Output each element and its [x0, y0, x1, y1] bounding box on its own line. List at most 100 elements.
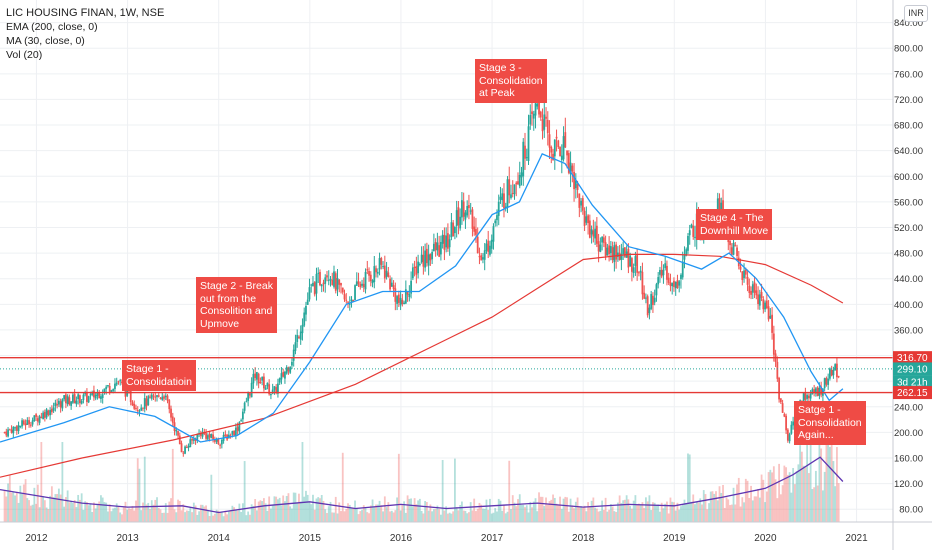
candle-body: [690, 224, 693, 228]
volume-bar: [599, 510, 602, 522]
candle-body: [250, 382, 253, 398]
volume-bar: [751, 500, 754, 522]
volume-bar: [520, 504, 523, 522]
candle-body: [692, 225, 695, 237]
volume-bar: [764, 502, 766, 522]
candle-body: [203, 432, 206, 434]
volume-bar: [532, 501, 535, 522]
candle-body: [306, 299, 309, 305]
candle-body: [231, 431, 234, 435]
currency-button[interactable]: INR: [904, 5, 928, 22]
candle-body: [301, 324, 304, 334]
candle-body: [609, 246, 612, 254]
candle-body: [783, 414, 786, 417]
volume-bar: [781, 485, 784, 522]
volume-bar: [229, 510, 232, 522]
candle-body: [736, 247, 738, 257]
candle-body: [413, 267, 416, 269]
candle-body: [87, 396, 90, 403]
volume-bar: [755, 496, 758, 522]
candle-body: [550, 146, 553, 153]
candle-body: [389, 278, 391, 290]
candle-body: [515, 182, 518, 185]
candle-body: [35, 414, 37, 417]
candle-body: [548, 134, 551, 148]
volume-bar: [263, 498, 265, 522]
volume-bar: [636, 504, 639, 522]
volume-bar: [785, 467, 788, 522]
volume-bar: [222, 516, 225, 522]
candle-body: [341, 287, 344, 293]
candle-body: [180, 443, 183, 453]
volume-bar: [496, 511, 498, 522]
candle-body: [285, 367, 288, 374]
volume-bar: [305, 490, 307, 522]
volume-bar: [408, 498, 411, 522]
candle-body: [404, 289, 407, 304]
candle-body: [629, 255, 632, 267]
candle-body: [452, 222, 455, 237]
candle-body: [340, 282, 342, 286]
volume-bar: [758, 497, 761, 522]
volume-bar: [576, 497, 579, 522]
volume-bar: [485, 499, 488, 522]
candle-body: [415, 266, 418, 275]
candle-body: [257, 373, 260, 384]
volume-bar: [294, 492, 297, 522]
volume-bar: [389, 511, 391, 522]
volume-bar: [524, 507, 526, 522]
candle-body: [56, 404, 59, 406]
volume-bar: [557, 505, 560, 522]
volume-bar: [369, 505, 372, 522]
candle-body: [666, 265, 668, 280]
volume-bar: [194, 505, 197, 522]
candle-body: [623, 247, 626, 257]
candle-body: [525, 157, 528, 159]
volume-bar: [525, 505, 528, 522]
volume-bar: [461, 501, 463, 522]
candle-body: [103, 388, 106, 393]
candle-body: [585, 216, 588, 223]
candle-body: [376, 271, 379, 274]
candle-body: [816, 387, 819, 396]
candle-body: [21, 420, 23, 427]
volume-bar: [17, 502, 20, 522]
candle-body: [243, 402, 246, 411]
volume-bar: [722, 484, 724, 522]
volume-bar: [159, 509, 162, 522]
candle-body: [350, 299, 353, 302]
candle-body: [788, 434, 791, 442]
volume-bar: [68, 502, 71, 522]
volume-bar: [266, 510, 269, 522]
volume-bar: [234, 510, 237, 522]
candle-body: [559, 146, 561, 157]
volume-bar: [196, 514, 199, 522]
candle-body: [108, 385, 111, 392]
candle-body: [152, 395, 155, 397]
volume-bar: [438, 509, 441, 522]
volume-bar: [615, 511, 618, 522]
candle-body: [779, 398, 782, 403]
volume-bar: [40, 442, 43, 522]
candle-body: [291, 361, 293, 366]
candle-body: [157, 395, 160, 397]
candle-body: [399, 297, 402, 306]
volume-bar: [80, 493, 83, 522]
volume-bar: [597, 511, 600, 522]
candle-body: [594, 228, 596, 239]
candle-body: [434, 242, 437, 251]
candle-body: [806, 395, 809, 399]
candle-body: [445, 235, 448, 248]
candle-body: [345, 299, 348, 301]
candle-body: [107, 385, 109, 387]
volume-bar: [432, 509, 435, 522]
volume-bar: [22, 484, 25, 522]
candle-body: [38, 416, 41, 423]
candle-body: [813, 389, 816, 393]
candle-body: [380, 258, 383, 265]
y-tick-label: 440.00: [894, 274, 923, 285]
candle-body: [234, 427, 237, 436]
volume-bar: [585, 511, 588, 522]
